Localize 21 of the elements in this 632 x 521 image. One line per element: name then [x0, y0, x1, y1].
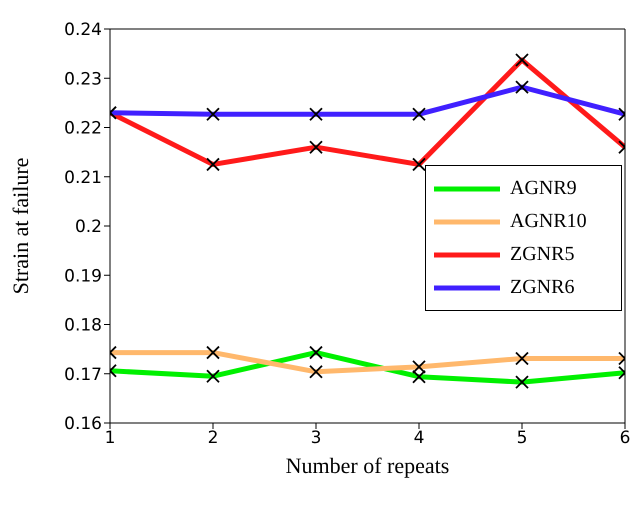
y-tick-label: 0.17: [64, 364, 102, 385]
y-tick-label: 0.16: [64, 414, 102, 434]
y-axis-title: Strain at failure: [8, 158, 33, 294]
y-tick-label: 0.24: [64, 20, 102, 40]
x-tick-label: 5: [516, 428, 528, 448]
x-tick-label: 6: [620, 428, 630, 448]
x-tick-label: 3: [310, 428, 322, 448]
y-tick-label: 0.22: [64, 118, 102, 139]
x-tick-label: 2: [208, 428, 218, 448]
legend-label: ZGNR6: [510, 276, 574, 299]
x-tick-label: 4: [414, 428, 424, 448]
legend-label: ZGNR5: [510, 243, 574, 266]
y-tick-label: 0.18: [64, 316, 102, 336]
x-axis-title: Number of repeats: [286, 453, 450, 478]
y-tick-label: 0.23: [64, 69, 102, 90]
legend-label: AGNR9: [510, 177, 577, 200]
x-tick-label: 1: [104, 428, 116, 448]
y-tick-label: 0.19: [64, 266, 102, 286]
legend-label: AGNR10: [510, 210, 587, 233]
y-tick-label: 0.2: [74, 217, 102, 238]
y-tick-label: 0.21: [64, 168, 102, 188]
